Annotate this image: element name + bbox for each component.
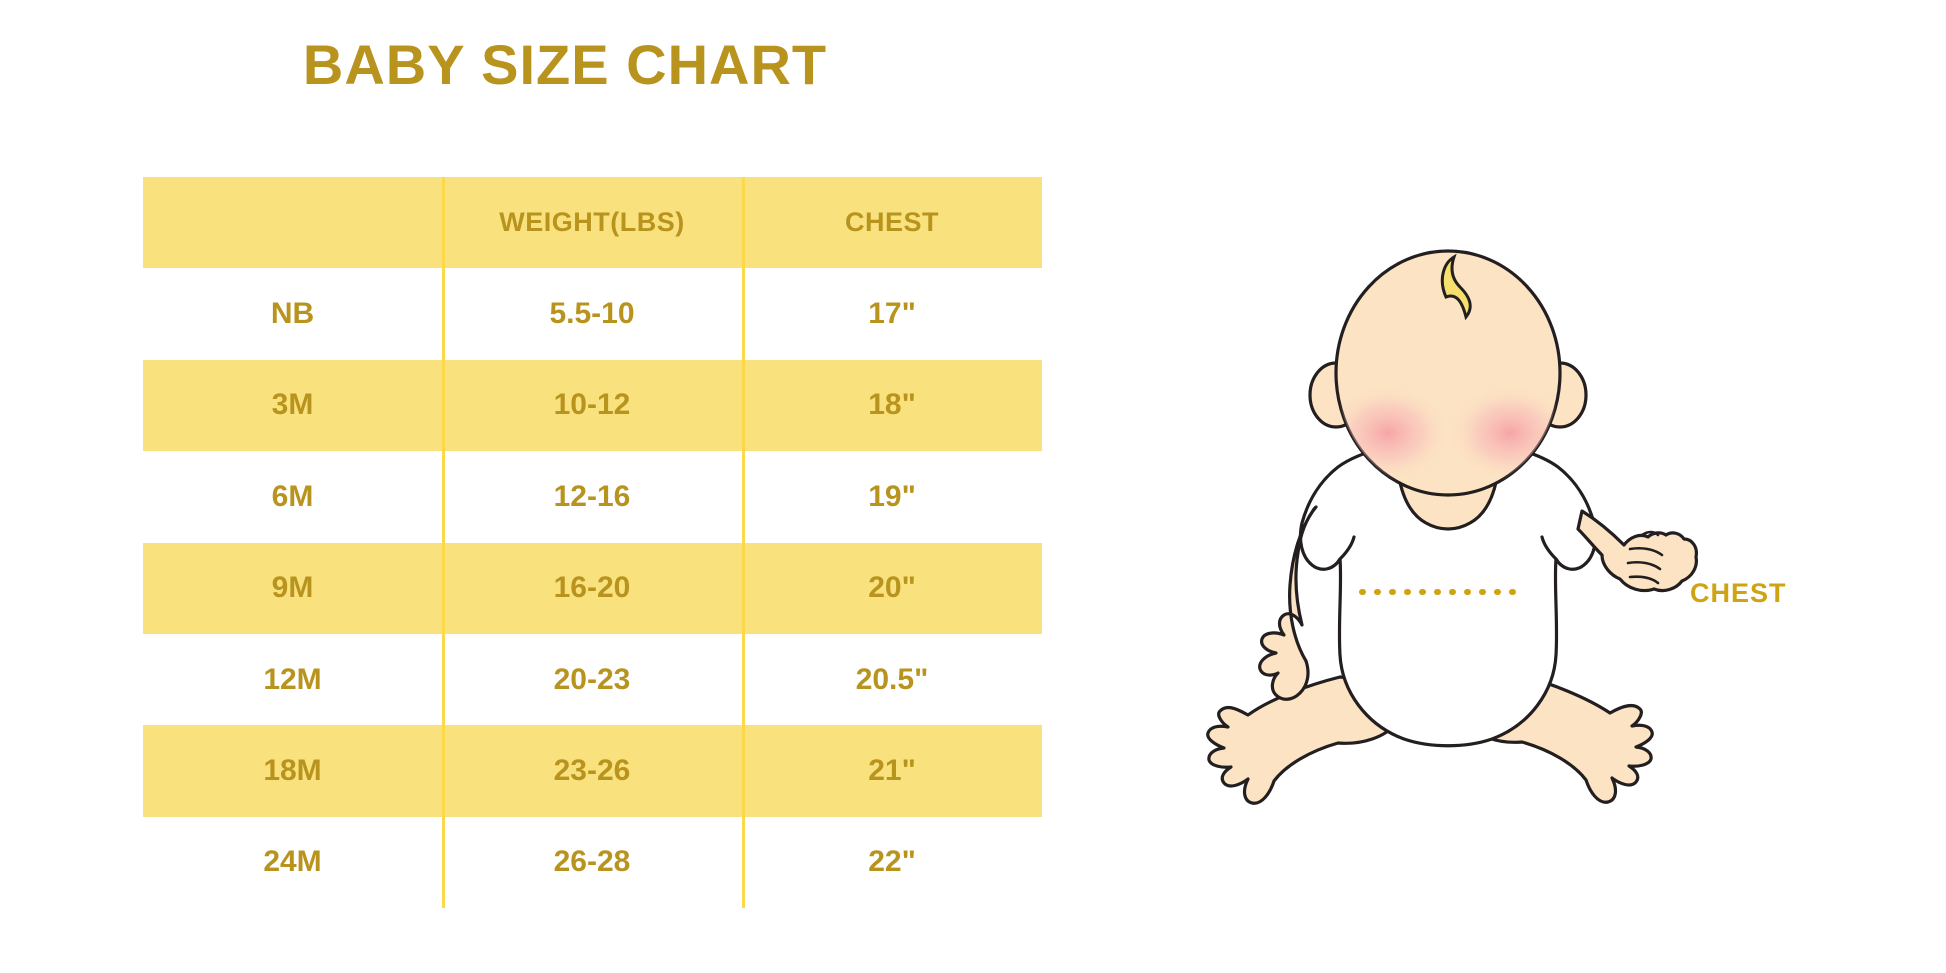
chest-callout-label: CHEST [1690,578,1787,608]
size-chart-table: WEIGHT(LBS) CHEST NB 5.5-10 17" 3M 10-12… [143,177,1042,909]
cell-size: 18M [263,754,322,788]
cell-size: 3M [271,388,314,422]
header-cell-size [143,177,442,268]
cell-chest: 20.5" [855,662,929,696]
baby-right-arm [1576,509,1698,593]
header-cell-weight: WEIGHT(LBS) [499,207,685,238]
baby-illustration [1190,245,1710,805]
cell-chest: 20" [868,571,916,605]
cell-chest: 22" [868,845,916,879]
cell-weight: 23-26 [553,754,631,788]
table-header-row: WEIGHT(LBS) CHEST [143,177,1042,269]
column-divider-line [742,177,745,908]
cell-size: 6M [271,479,314,513]
table-row: 24M 26-28 22" [143,816,1042,909]
cell-weight: 26-28 [553,845,631,879]
table-row: 3M 10-12 18" [143,359,1042,452]
table-row: 9M 16-20 20" [143,542,1042,634]
baby-left-arm [1258,505,1318,701]
baby-hair-curl [1440,253,1472,321]
cell-size: NB [270,297,315,331]
cell-size: 24M [263,845,322,879]
cell-weight: 12-16 [553,479,631,513]
cell-chest: 17" [868,297,916,331]
cell-size: 12M [263,662,322,696]
table-row: 18M 23-26 21" [143,725,1042,817]
cell-weight: 16-20 [553,571,631,605]
cell-weight: 20-23 [553,662,631,696]
cell-weight: 10-12 [553,388,631,422]
table-row: 12M 20-23 20.5" [143,634,1042,726]
cell-chest: 21" [868,754,916,788]
cell-weight: 5.5-10 [549,297,635,331]
table-row: 6M 12-16 19" [143,451,1042,543]
header-cell-chest: CHEST [844,207,939,238]
column-divider-line [442,177,445,908]
cell-chest: 19" [868,479,916,513]
baby-left-leg [1206,675,1398,805]
page-title: BABY SIZE CHART [302,33,828,96]
cell-size: 9M [271,571,314,605]
table-row: NB 5.5-10 17" [143,268,1042,360]
cell-chest: 18" [868,388,916,422]
